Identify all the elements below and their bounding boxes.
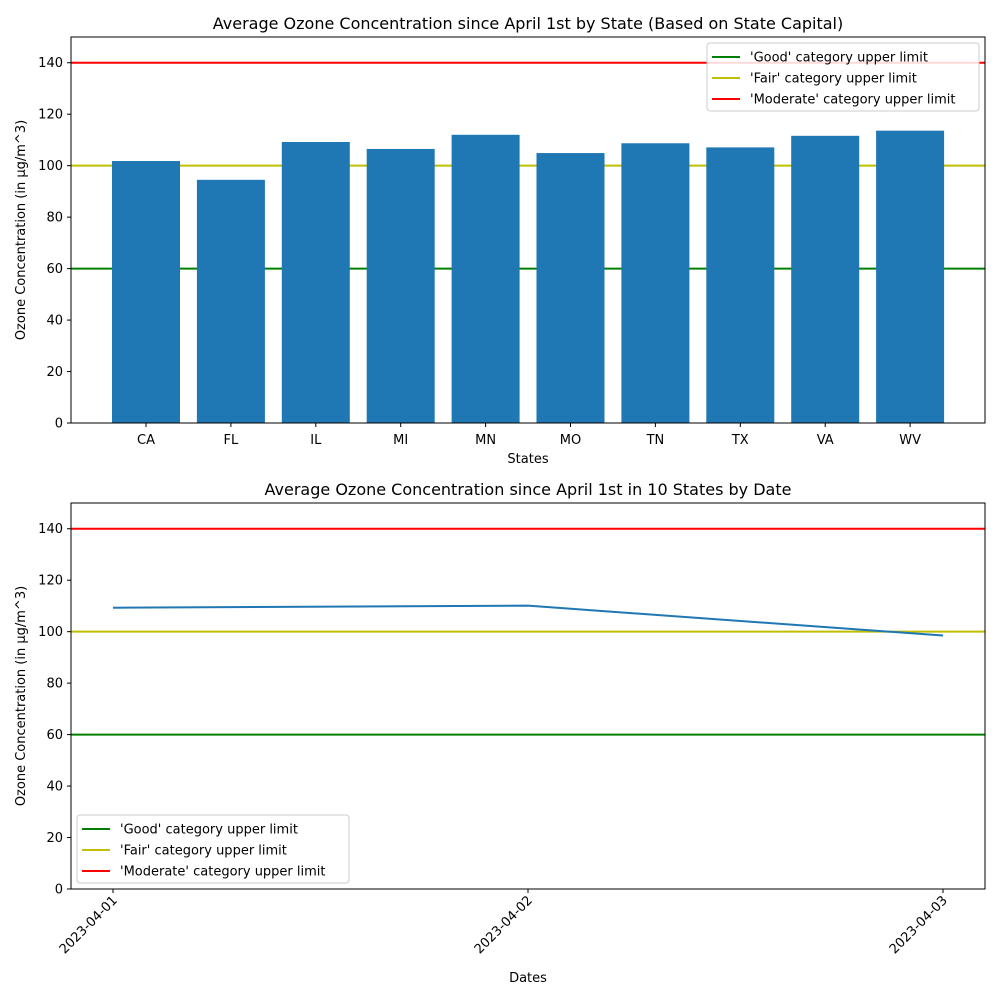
legend: 'Good' category upper limit 'Fair' catego… [706, 42, 980, 112]
x-tick-label: WV [899, 433, 921, 448]
x-tick-label: VA [817, 433, 834, 448]
y-tick-label: 100 [38, 159, 63, 174]
y-tick-label: 100 [38, 625, 63, 640]
y-tick-label: 40 [46, 780, 63, 795]
y-tick-label: 120 [38, 108, 63, 123]
legend-box [706, 42, 980, 112]
legend-label: 'Moderate' category upper limit [120, 865, 326, 880]
bar-mo [536, 153, 605, 424]
legend-label: 'Good' category upper limit [750, 51, 928, 66]
x-tick-label: TX [731, 433, 749, 448]
x-tick-label: MI [393, 433, 408, 448]
state-bar-chart: Average Ozone Concentration since April … [14, 14, 986, 467]
legend-label: 'Fair' category upper limit [120, 844, 287, 859]
series [112, 604, 944, 637]
y-tick-label: 120 [38, 574, 63, 589]
x-axis-ticks: CA FL IL MI MN MO TN TX VA WV [137, 423, 921, 448]
bar-tx [706, 147, 775, 423]
chart-title: Average Ozone Concentration since April … [265, 480, 792, 499]
bar-il [281, 141, 350, 423]
bar-fl [196, 179, 265, 423]
y-axis-ticks: 0 20 40 60 80 100 120 140 [38, 56, 71, 432]
x-tick-label: FL [224, 433, 239, 448]
bar-mi [366, 148, 435, 423]
legend-label: 'Fair' category upper limit [750, 72, 917, 87]
x-axis-label: States [507, 452, 548, 467]
reference-lines [71, 527, 985, 736]
y-axis-label: Ozone Concentration (in µg/m^3) [14, 586, 29, 806]
bar-va [791, 135, 860, 424]
plot-frame [70, 502, 986, 890]
y-tick-label: 0 [55, 417, 63, 432]
x-tick-label: MO [560, 433, 581, 448]
legend-box [76, 814, 350, 884]
bar-ca [112, 161, 180, 423]
bar-mn [451, 134, 520, 423]
y-axis-ticks: 0 20 40 60 80 100 120 140 [38, 522, 71, 898]
chart-title: Average Ozone Concentration since April … [213, 14, 843, 33]
legend-label: 'Moderate' category upper limit [750, 93, 956, 108]
bar-tn [621, 143, 690, 423]
plot-frame [70, 36, 986, 424]
x-tick-label: TN [646, 433, 665, 448]
y-tick-label: 20 [46, 831, 63, 846]
y-tick-label: 140 [38, 56, 63, 71]
legend-label: 'Good' category upper limit [120, 823, 298, 838]
bars [112, 130, 945, 424]
x-tick-label: IL [310, 433, 322, 448]
y-tick-label: 60 [46, 728, 63, 743]
y-tick-label: 140 [38, 522, 63, 537]
x-axis-label: Dates [509, 971, 547, 986]
y-axis-label: Ozone Concentration (in µg/m^3) [14, 120, 29, 340]
y-tick-label: 40 [46, 314, 63, 329]
x-tick-label: CA [137, 433, 155, 448]
x-tick-label: MN [475, 433, 496, 448]
y-tick-label: 0 [55, 883, 63, 898]
y-tick-label: 80 [46, 677, 63, 692]
bar-wv [876, 130, 945, 424]
y-tick-label: 20 [46, 365, 63, 380]
y-tick-label: 60 [46, 262, 63, 277]
y-tick-label: 80 [46, 211, 63, 226]
legend: 'Good' category upper limit 'Fair' catego… [76, 814, 350, 884]
